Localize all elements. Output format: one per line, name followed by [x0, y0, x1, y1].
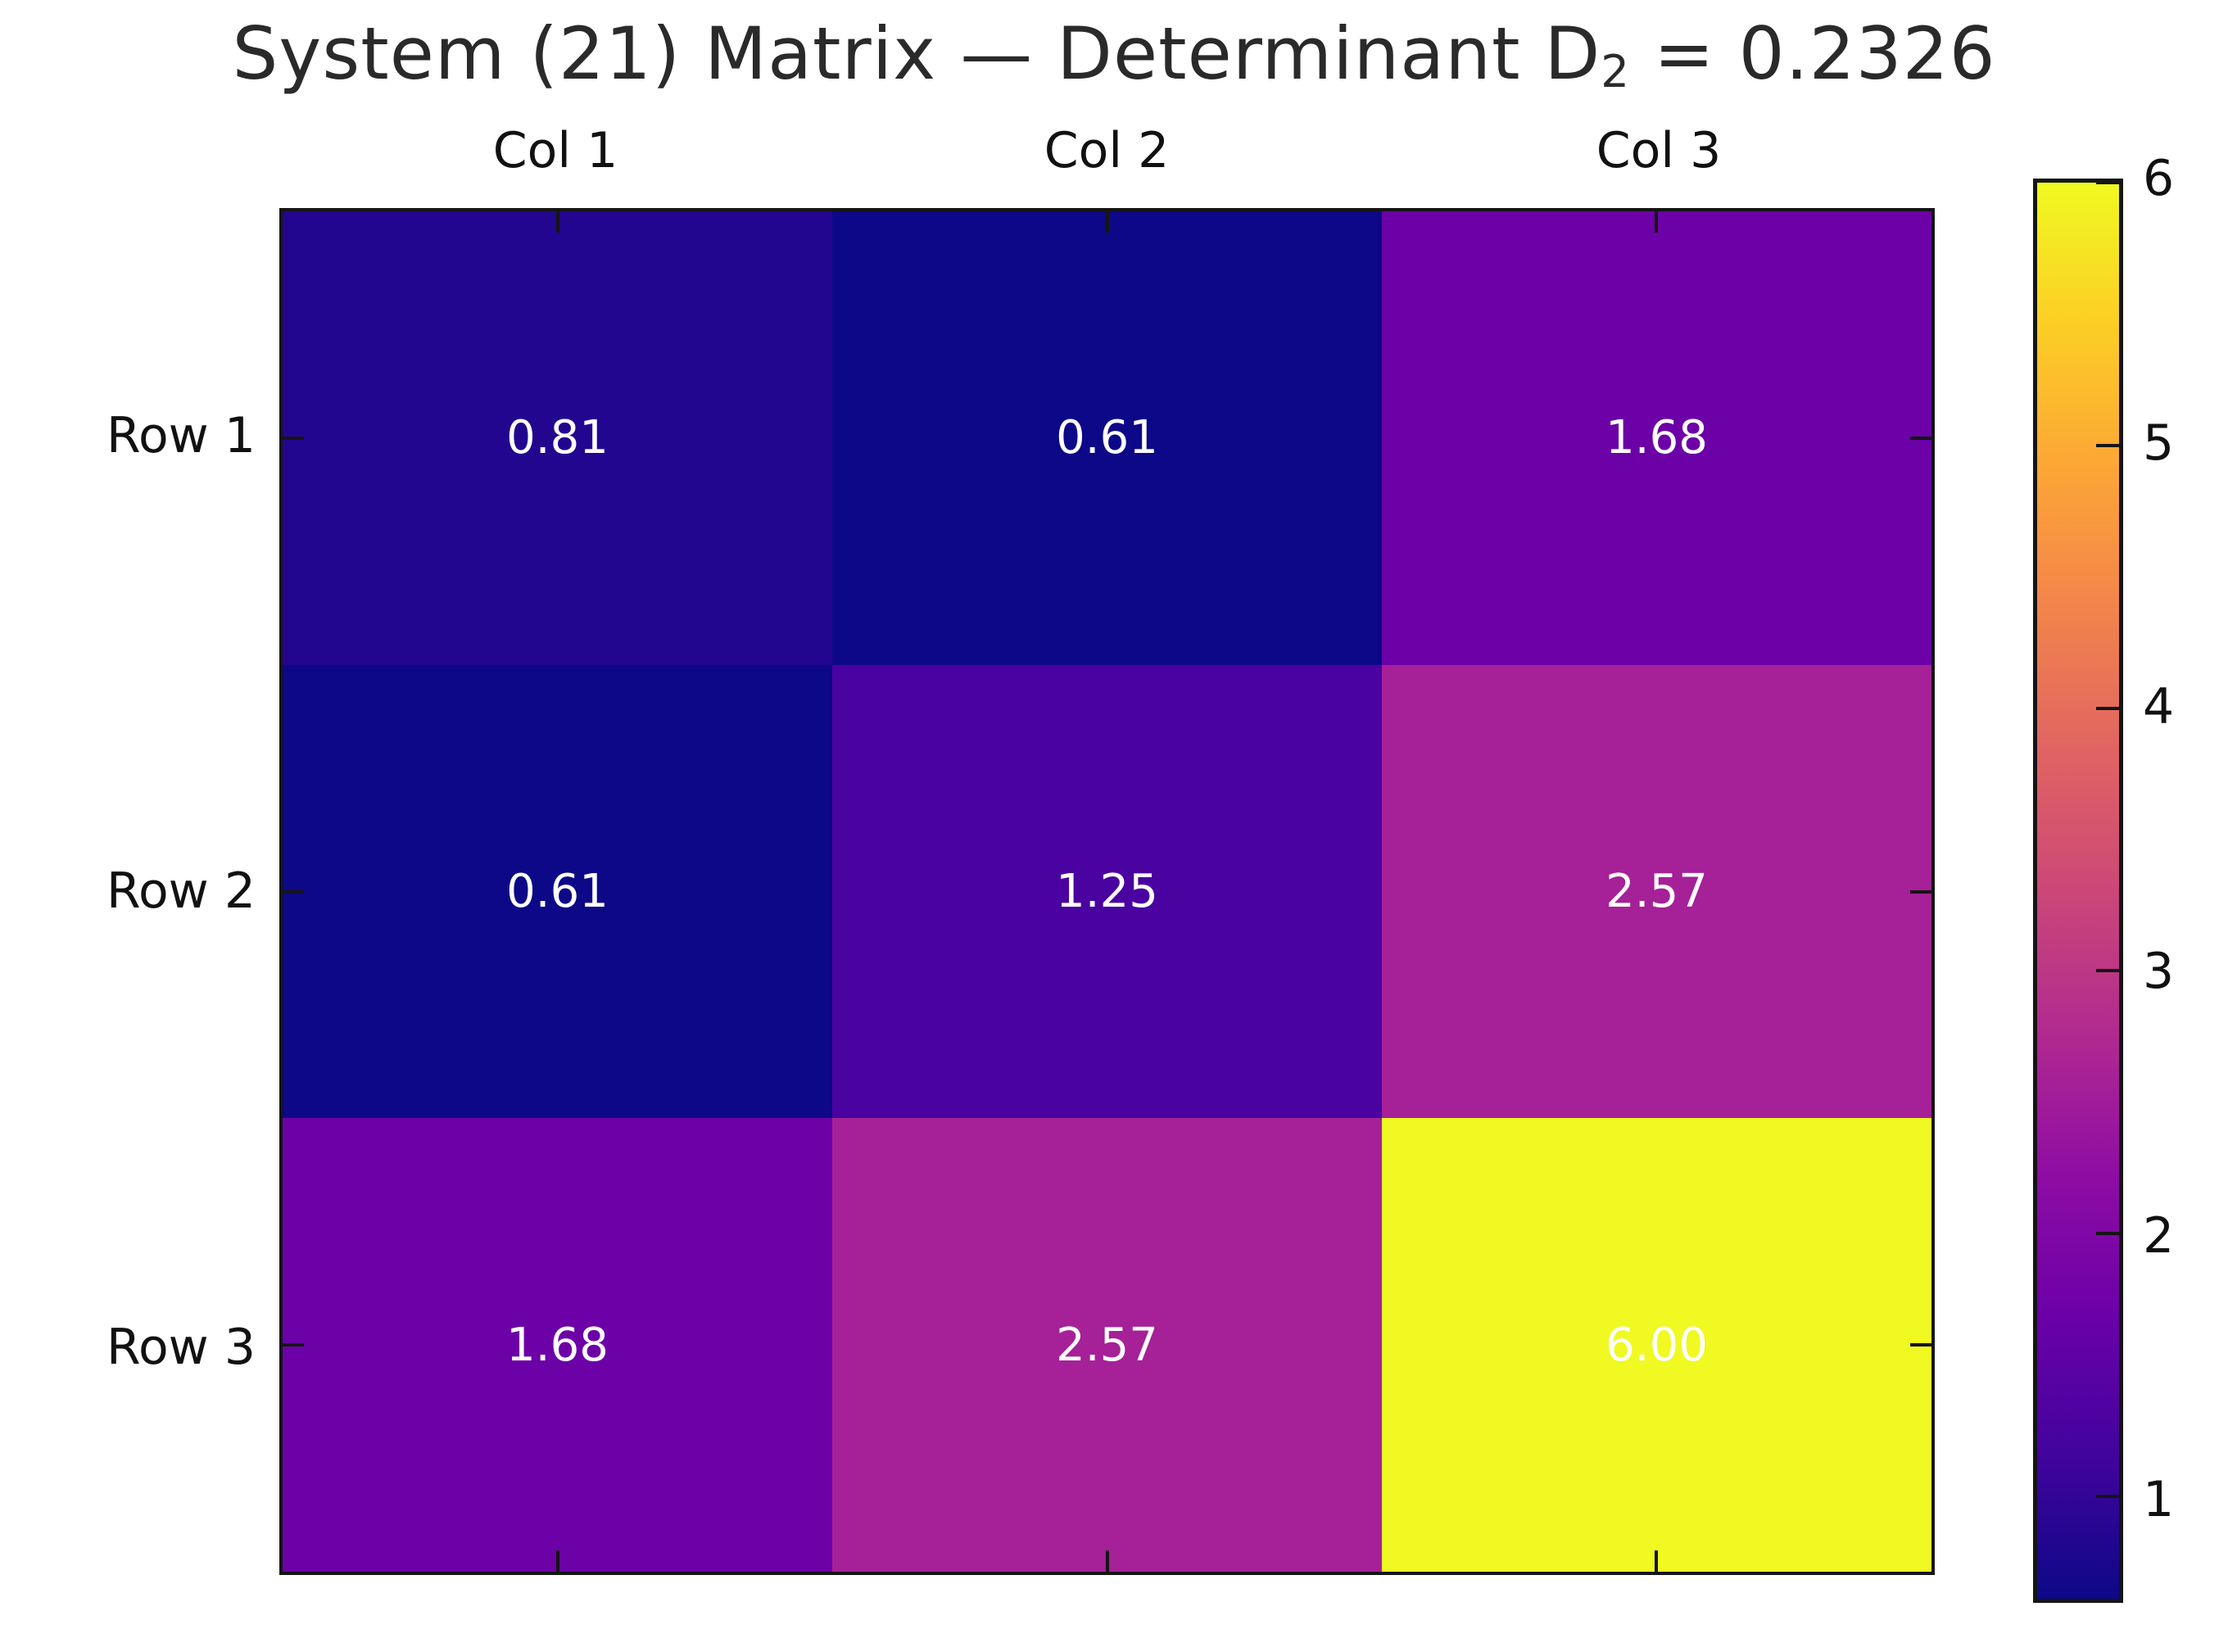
axis-tick: [283, 1343, 304, 1347]
colorbar-tick-label: 2: [2143, 1206, 2175, 1265]
axis-tick: [1105, 211, 1109, 233]
heatmap-cell: 2.57: [1382, 664, 1931, 1119]
row-label-2: Row 2: [106, 862, 256, 920]
axis-tick: [1910, 889, 1931, 894]
col-label-2: Col 2: [1044, 122, 1170, 179]
chart-title-text: System (21) Matrix — Determinant D: [232, 11, 1601, 96]
heatmap-cell: 0.61: [832, 211, 1382, 665]
axis-tick: [1105, 1550, 1109, 1572]
colorbar-tick-label: 4: [2143, 678, 2175, 736]
colorbar-tick: [2096, 443, 2119, 447]
col-label-1: Col 1: [492, 122, 618, 179]
row-label-1: Row 1: [106, 407, 256, 464]
axis-tick: [1655, 211, 1659, 233]
axis-tick: [1910, 1343, 1931, 1347]
colorbar-tick: [2096, 1232, 2119, 1236]
row-label-3: Row 3: [106, 1319, 256, 1376]
heatmap-cell: 6.00: [1382, 1118, 1931, 1572]
axis-tick: [283, 436, 304, 440]
colorbar-tick: [2096, 969, 2119, 973]
heatmap-cell: 2.57: [832, 1118, 1382, 1572]
axis-tick: [1910, 436, 1931, 440]
colorbar-tick-label: 6: [2143, 150, 2175, 207]
colorbar-tick-label: 5: [2143, 414, 2175, 472]
axis-tick: [555, 211, 559, 233]
chart-title-subscript: 2: [1601, 44, 1630, 97]
colorbar-tick: [2096, 706, 2119, 710]
heatmap-cell: 1.68: [1382, 211, 1931, 665]
colorbar-tick: [2096, 1494, 2119, 1498]
heatmap-cell: 1.25: [832, 664, 1382, 1119]
axis-tick: [283, 889, 304, 894]
heatmap: 0.81 0.61 1.68 0.61 1.25 2.57 1.68 2.57 …: [279, 208, 1935, 1575]
chart-title-suffix: = 0.2326: [1629, 11, 1996, 96]
colorbar-tick-label: 3: [2143, 942, 2175, 1000]
axis-tick: [1655, 1550, 1659, 1572]
chart-title: System (21) Matrix — Determinant D2 = 0.…: [0, 11, 2228, 97]
heatmap-cell: 1.68: [283, 1118, 832, 1572]
colorbar: [2033, 179, 2123, 1603]
colorbar-axis: 6 5 4 3 2 1: [2143, 150, 2228, 1603]
heatmap-cell: 0.61: [283, 664, 832, 1119]
colorbar-tick-label: 1: [2143, 1471, 2175, 1529]
axis-tick: [555, 1550, 559, 1572]
col-label-3: Col 3: [1596, 122, 1722, 179]
colorbar-tick: [2096, 181, 2119, 184]
heatmap-cell: 0.81: [283, 211, 832, 665]
